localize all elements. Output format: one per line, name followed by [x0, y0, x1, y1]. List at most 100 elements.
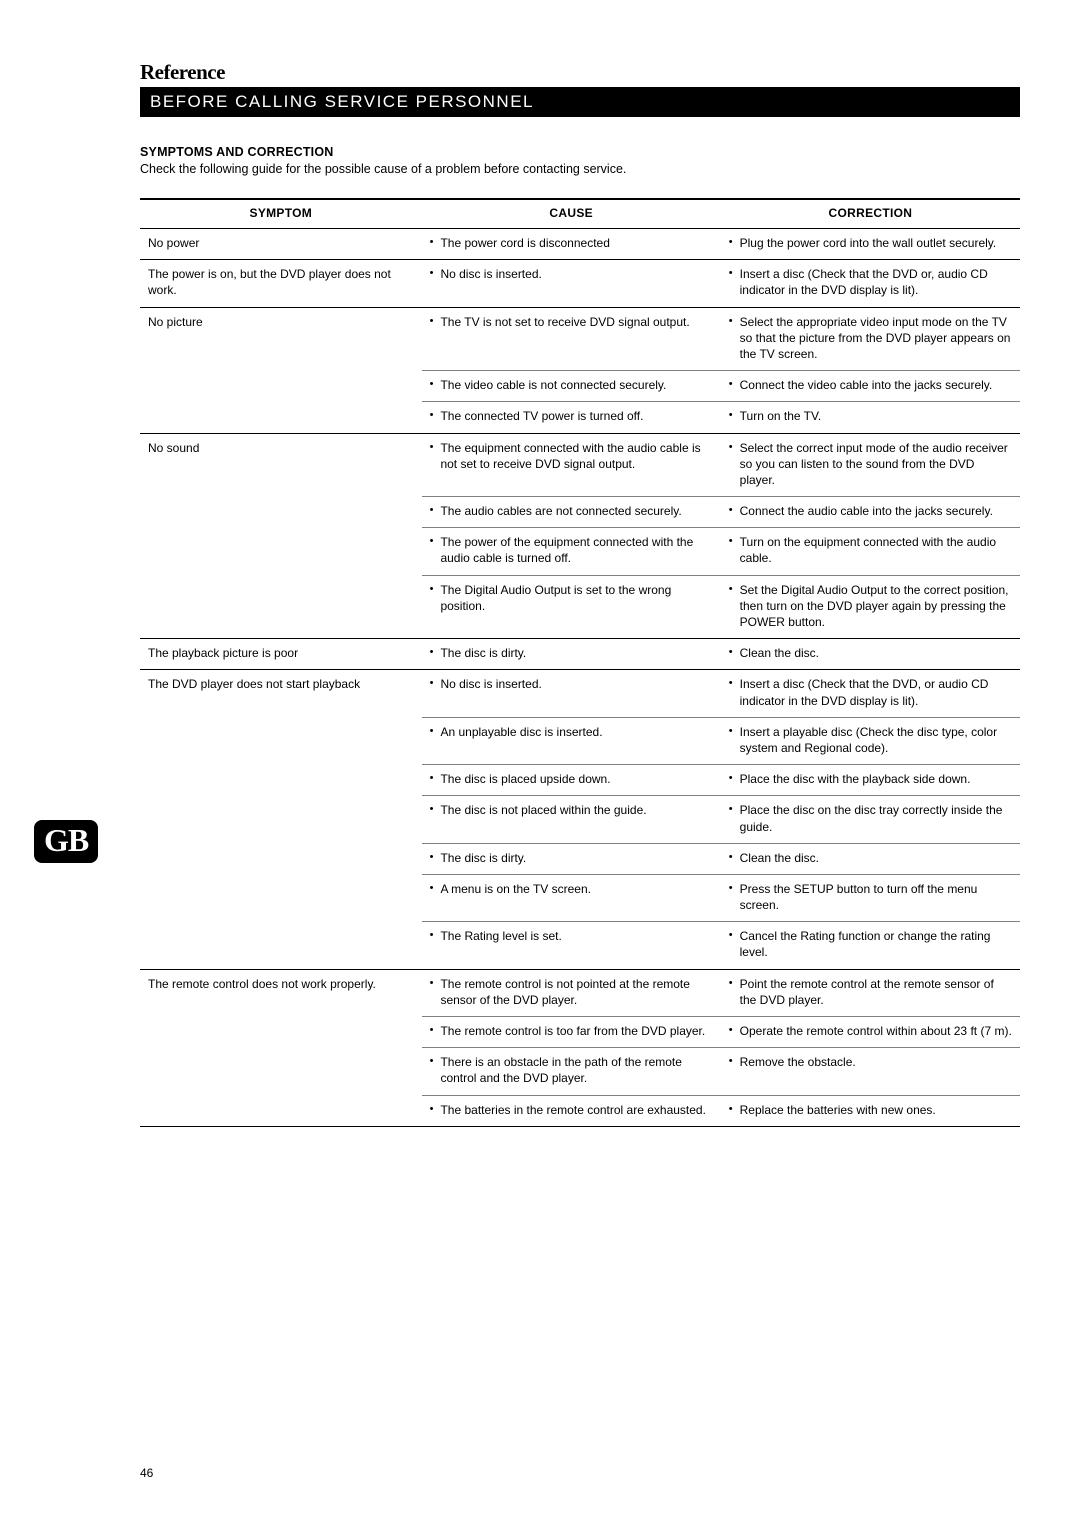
bullet-icon: •	[729, 1023, 733, 1039]
bullet-icon: •	[430, 771, 434, 787]
correction-bullet: • Operate the remote control within about…	[729, 1023, 1012, 1039]
bullet-icon: •	[430, 440, 434, 472]
table-row: The remote control does not work properl…	[140, 969, 1020, 1016]
cause-text: The Digital Audio Output is set to the w…	[440, 582, 712, 614]
cause-cell: •The audio cables are not connected secu…	[422, 497, 721, 528]
correction-text: Clean the disc.	[740, 645, 1012, 661]
bullet-icon: •	[729, 1054, 733, 1070]
correction-text: Plug the power cord into the wall outlet…	[740, 235, 1012, 251]
symptom-cell: The remote control does not work properl…	[140, 969, 422, 1126]
cause-text: The equipment connected with the audio c…	[440, 440, 712, 472]
correction-bullet: •Clean the disc.	[729, 645, 1012, 661]
bullet-icon: •	[729, 676, 733, 708]
cause-cell: •The batteries in the remote control are…	[422, 1095, 721, 1126]
cause-bullet: •The disc is not placed within the guide…	[430, 802, 713, 818]
cause-cell: • The TV is not set to receive DVD signal…	[422, 307, 721, 371]
correction-cell: •Place the disc with the playback side d…	[721, 765, 1020, 796]
cause-text: The power cord is disconnected	[440, 235, 712, 251]
correction-bullet: •Connect the video cable into the jacks …	[729, 377, 1012, 393]
cause-text: The disc is not placed within the guide.	[440, 802, 712, 818]
cause-cell: •An unplayable disc is inserted.	[422, 717, 721, 764]
bullet-icon: •	[430, 534, 434, 566]
correction-text: Place the disc on the disc tray correctl…	[740, 802, 1012, 834]
cause-text: The remote control is too far from the D…	[440, 1023, 712, 1039]
bullet-icon: •	[430, 881, 434, 897]
cause-bullet: •The remote control is too far from the …	[430, 1023, 713, 1039]
bullet-icon: •	[729, 802, 733, 834]
cause-cell: •The remote control is not pointed at th…	[422, 969, 721, 1016]
correction-cell: •Cancel the Rating function or change th…	[721, 922, 1020, 969]
correction-cell: •Clean the disc.	[721, 843, 1020, 874]
cause-bullet: •The disc is placed upside down.	[430, 771, 713, 787]
cause-text: The power of the equipment connected wit…	[440, 534, 712, 566]
bullet-icon: •	[729, 503, 733, 519]
cause-bullet: •There is an obstacle in the path of the…	[430, 1054, 713, 1086]
correction-bullet: •Point the remote control at the remote …	[729, 976, 1012, 1008]
correction-cell: •Clean the disc.	[721, 639, 1020, 670]
bullet-icon: •	[430, 976, 434, 1008]
intro-text: Check the following guide for the possib…	[140, 162, 1020, 176]
cause-text: There is an obstacle in the path of the …	[440, 1054, 712, 1086]
bullet-icon: •	[729, 582, 733, 631]
table-row: The playback picture is poor•The disc is…	[140, 639, 1020, 670]
bullet-icon: •	[729, 377, 733, 393]
col-header-cause: CAUSE	[422, 199, 721, 229]
bullet-icon: •	[430, 676, 434, 692]
cause-cell: •There is an obstacle in the path of the…	[422, 1048, 721, 1095]
cause-cell: •The disc is dirty.	[422, 843, 721, 874]
correction-text: Cancel the Rating function or change the…	[740, 928, 1012, 960]
cause-bullet: •The connected TV power is turned off.	[430, 408, 713, 424]
correction-bullet: •Press the SETUP button to turn off the …	[729, 881, 1012, 913]
cause-text: The TV is not set to receive DVD signal …	[440, 314, 712, 330]
correction-cell: •Insert a disc (Check that the DVD or, a…	[721, 260, 1020, 307]
cause-cell: •No disc is inserted.	[422, 670, 721, 717]
header-bar: BEFORE CALLING SERVICE PERSONNEL	[140, 87, 1020, 117]
correction-bullet: •Insert a disc (Check that the DVD or, a…	[729, 266, 1012, 298]
correction-bullet: •Insert a playable disc (Check the disc …	[729, 724, 1012, 756]
cause-bullet: •The power cord is disconnected	[430, 235, 713, 251]
correction-cell: •Point the remote control at the remote …	[721, 969, 1020, 1016]
bullet-icon: •	[430, 582, 434, 614]
correction-bullet: •Select the appropriate video input mode…	[729, 314, 1012, 363]
bullet-icon: •	[729, 408, 733, 424]
cause-bullet: •The video cable is not connected secure…	[430, 377, 713, 393]
correction-text: Operate the remote control within about …	[740, 1023, 1012, 1039]
cause-text: No disc is inserted.	[440, 266, 712, 282]
correction-text: Clean the disc.	[740, 850, 1012, 866]
bullet-icon: •	[430, 645, 434, 661]
col-header-correction: CORRECTION	[721, 199, 1020, 229]
correction-text: Select the appropriate video input mode …	[740, 314, 1012, 363]
correction-cell: •Connect the video cable into the jacks …	[721, 371, 1020, 402]
cause-bullet: •The disc is dirty.	[430, 850, 713, 866]
bullet-icon: •	[430, 377, 434, 393]
bullet-icon: •	[729, 928, 733, 960]
cause-bullet: •The batteries in the remote control are…	[430, 1102, 713, 1118]
symptom-cell: The DVD player does not start playback	[140, 670, 422, 969]
bullet-icon: •	[729, 724, 733, 756]
cause-text: The disc is dirty.	[440, 645, 712, 661]
correction-bullet: •Turn on the TV.	[729, 408, 1012, 424]
correction-bullet: •Select the correct input mode of the au…	[729, 440, 1012, 489]
correction-text: Select the correct input mode of the aud…	[740, 440, 1012, 489]
symptom-cell: The power is on, but the DVD player does…	[140, 260, 422, 307]
symptom-cell: No picture	[140, 307, 422, 433]
correction-bullet: •Turn on the equipment connected with th…	[729, 534, 1012, 566]
correction-text: Press the SETUP button to turn off the m…	[740, 881, 1012, 913]
correction-bullet: •Remove the obstacle.	[729, 1054, 1012, 1070]
correction-cell: •Place the disc on the disc tray correct…	[721, 796, 1020, 843]
cause-bullet: •An unplayable disc is inserted.	[430, 724, 713, 740]
correction-bullet: •Cancel the Rating function or change th…	[729, 928, 1012, 960]
bullet-icon: •	[729, 771, 733, 787]
correction-cell: •Replace the batteries with new ones.	[721, 1095, 1020, 1126]
cause-bullet: • The TV is not set to receive DVD signal…	[430, 314, 713, 330]
correction-bullet: •Place the disc on the disc tray correct…	[729, 802, 1012, 834]
correction-cell: •Turn on the TV.	[721, 402, 1020, 433]
symptom-cell: No power	[140, 229, 422, 260]
correction-cell: •Remove the obstacle.	[721, 1048, 1020, 1095]
cause-cell: •The Rating level is set.	[422, 922, 721, 969]
bullet-icon: •	[430, 314, 434, 330]
correction-cell: •Set the Digital Audio Output to the cor…	[721, 575, 1020, 639]
cause-cell: •The remote control is too far from the …	[422, 1017, 721, 1048]
correction-text: Insert a playable disc (Check the disc t…	[740, 724, 1012, 756]
correction-text: Insert a disc (Check that the DVD or, au…	[740, 266, 1012, 298]
